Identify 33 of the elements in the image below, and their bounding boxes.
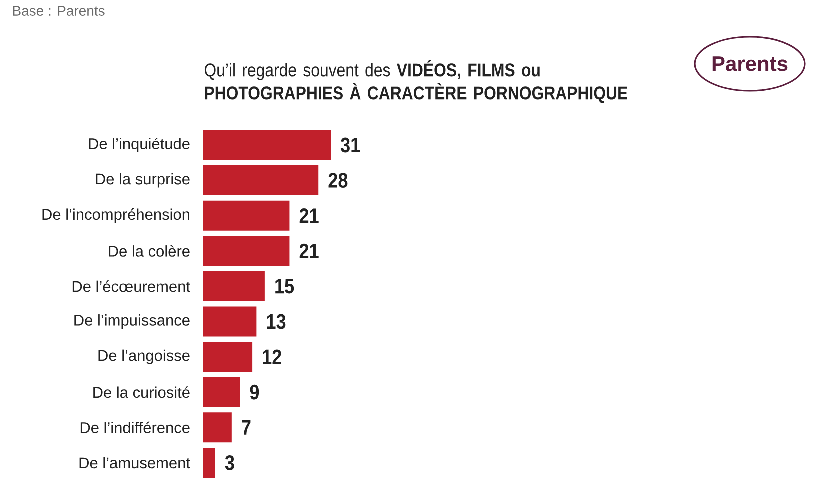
data-label: 12 — [263, 350, 282, 364]
text: Parents — [712, 56, 788, 72]
data-label: 31 — [340, 138, 360, 153]
data-label: 21 — [300, 244, 319, 258]
bar — [203, 130, 331, 160]
data-label: 3 — [225, 455, 234, 470]
y-tick-label: De la colère — [109, 245, 190, 257]
data-label: 28 — [328, 173, 348, 188]
data-label: 9 — [250, 384, 260, 400]
y-tick-label: De l’angoisse — [98, 350, 190, 364]
y-tick-label: De la curiosité — [94, 386, 190, 398]
text: Qu’il regarde souvent des VIDÉOS, FILMS ou PHOTOGRAPHIES À CARACTÈRE PORNOGRAPHIQUE — [204, 60, 628, 104]
bar — [203, 236, 290, 266]
data-label: 7 — [242, 420, 251, 435]
bar — [203, 166, 319, 196]
y-tick-label: De l’écœurement — [72, 280, 190, 292]
y-tick-label: De l’indifférence — [80, 422, 190, 434]
y-tick-label: De l’impuissance — [74, 314, 190, 329]
text: Base : Parents — [13, 6, 105, 16]
data-label: 21 — [300, 208, 319, 224]
bar — [203, 271, 265, 302]
bar — [203, 377, 240, 408]
data-label: 13 — [267, 314, 286, 330]
y-tick-label: De l’incompréhension — [42, 208, 190, 224]
bar — [203, 342, 253, 372]
bar — [203, 412, 232, 443]
y-tick-label: De la surprise — [96, 173, 190, 188]
y-tick-label: De l’inquiétude — [89, 138, 190, 153]
data-label: 15 — [276, 279, 294, 294]
bar — [203, 448, 216, 478]
bar — [203, 200, 290, 231]
y-tick-label: De l’amusement — [80, 457, 190, 469]
bar — [203, 306, 257, 337]
